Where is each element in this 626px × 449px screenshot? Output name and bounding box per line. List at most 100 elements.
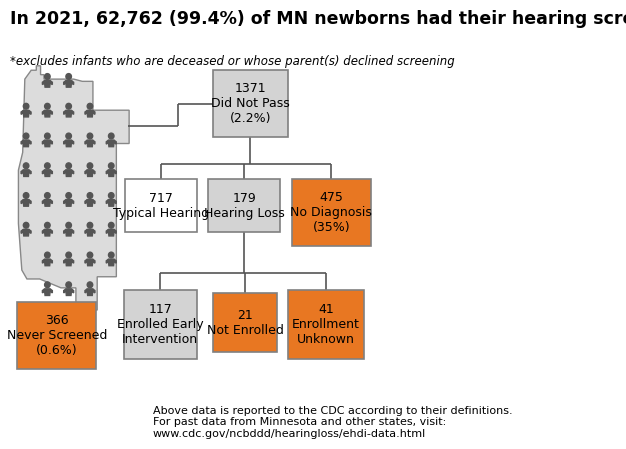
Circle shape — [87, 163, 93, 169]
Polygon shape — [87, 229, 93, 236]
Polygon shape — [108, 199, 115, 206]
Polygon shape — [64, 110, 66, 114]
Circle shape — [108, 252, 114, 258]
Polygon shape — [23, 170, 29, 176]
Polygon shape — [87, 259, 93, 266]
Circle shape — [44, 282, 50, 288]
Polygon shape — [93, 141, 95, 144]
Polygon shape — [85, 229, 87, 233]
Polygon shape — [106, 260, 108, 263]
Circle shape — [23, 222, 29, 228]
Circle shape — [44, 133, 50, 139]
Polygon shape — [43, 229, 44, 233]
Polygon shape — [115, 170, 116, 174]
Polygon shape — [18, 66, 129, 310]
Circle shape — [66, 193, 71, 198]
Polygon shape — [23, 110, 29, 117]
FancyBboxPatch shape — [125, 179, 197, 232]
Circle shape — [87, 193, 93, 198]
Polygon shape — [106, 200, 108, 203]
Polygon shape — [66, 80, 72, 87]
Polygon shape — [51, 200, 53, 203]
Polygon shape — [44, 140, 51, 147]
Circle shape — [23, 103, 29, 109]
Circle shape — [87, 103, 93, 109]
Circle shape — [23, 133, 29, 139]
Polygon shape — [64, 229, 66, 233]
Polygon shape — [64, 141, 66, 144]
Polygon shape — [21, 110, 23, 114]
Polygon shape — [51, 81, 53, 84]
Circle shape — [23, 163, 29, 169]
Circle shape — [23, 193, 29, 198]
Polygon shape — [51, 110, 53, 114]
Polygon shape — [44, 110, 51, 117]
Polygon shape — [29, 110, 31, 114]
FancyBboxPatch shape — [208, 179, 280, 232]
Polygon shape — [51, 289, 53, 293]
Polygon shape — [23, 199, 29, 206]
Circle shape — [87, 222, 93, 228]
Polygon shape — [43, 110, 44, 114]
Polygon shape — [85, 289, 87, 293]
Circle shape — [66, 133, 71, 139]
Circle shape — [66, 252, 71, 258]
Text: 475
No Diagnosis
(35%): 475 No Diagnosis (35%) — [290, 191, 372, 234]
Polygon shape — [115, 229, 116, 233]
Text: 1371
Did Not Pass
(2.2%): 1371 Did Not Pass (2.2%) — [211, 82, 290, 125]
Polygon shape — [87, 110, 93, 117]
Text: 117
Enrolled Early
Intervention: 117 Enrolled Early Intervention — [117, 303, 203, 346]
Polygon shape — [87, 170, 93, 176]
Circle shape — [66, 74, 71, 79]
Polygon shape — [115, 200, 116, 203]
Polygon shape — [64, 81, 66, 84]
Polygon shape — [64, 170, 66, 174]
Circle shape — [87, 252, 93, 258]
Polygon shape — [44, 289, 51, 295]
Polygon shape — [43, 141, 44, 144]
Polygon shape — [21, 229, 23, 233]
Polygon shape — [115, 141, 116, 144]
Polygon shape — [87, 140, 93, 147]
Polygon shape — [21, 141, 23, 144]
Text: *excludes infants who are deceased or whose parent(s) declined screening: *excludes infants who are deceased or wh… — [10, 55, 454, 68]
Polygon shape — [43, 289, 44, 293]
Polygon shape — [43, 260, 44, 263]
Polygon shape — [106, 170, 108, 174]
Polygon shape — [115, 260, 116, 263]
Polygon shape — [108, 170, 115, 176]
Polygon shape — [72, 289, 74, 293]
Polygon shape — [43, 200, 44, 203]
Text: 717
Typical Hearing: 717 Typical Hearing — [113, 192, 209, 220]
Polygon shape — [93, 200, 95, 203]
Polygon shape — [85, 260, 87, 263]
Polygon shape — [72, 81, 74, 84]
Polygon shape — [72, 170, 74, 174]
Circle shape — [108, 222, 114, 228]
Text: 366
Never Screened
(0.6%): 366 Never Screened (0.6%) — [6, 314, 107, 357]
Circle shape — [108, 163, 114, 169]
Polygon shape — [85, 170, 87, 174]
Polygon shape — [29, 200, 31, 203]
Polygon shape — [72, 229, 74, 233]
Polygon shape — [72, 200, 74, 203]
Polygon shape — [72, 110, 74, 114]
Circle shape — [108, 193, 114, 198]
Polygon shape — [66, 289, 72, 295]
FancyBboxPatch shape — [213, 293, 277, 352]
Polygon shape — [85, 200, 87, 203]
Circle shape — [66, 103, 71, 109]
Polygon shape — [51, 170, 53, 174]
Polygon shape — [66, 259, 72, 266]
FancyBboxPatch shape — [287, 291, 364, 359]
Polygon shape — [44, 229, 51, 236]
Polygon shape — [72, 141, 74, 144]
Circle shape — [44, 252, 50, 258]
Polygon shape — [108, 140, 115, 147]
Polygon shape — [23, 229, 29, 236]
Polygon shape — [51, 229, 53, 233]
Polygon shape — [93, 229, 95, 233]
Polygon shape — [64, 289, 66, 293]
Polygon shape — [23, 140, 29, 147]
Polygon shape — [93, 289, 95, 293]
